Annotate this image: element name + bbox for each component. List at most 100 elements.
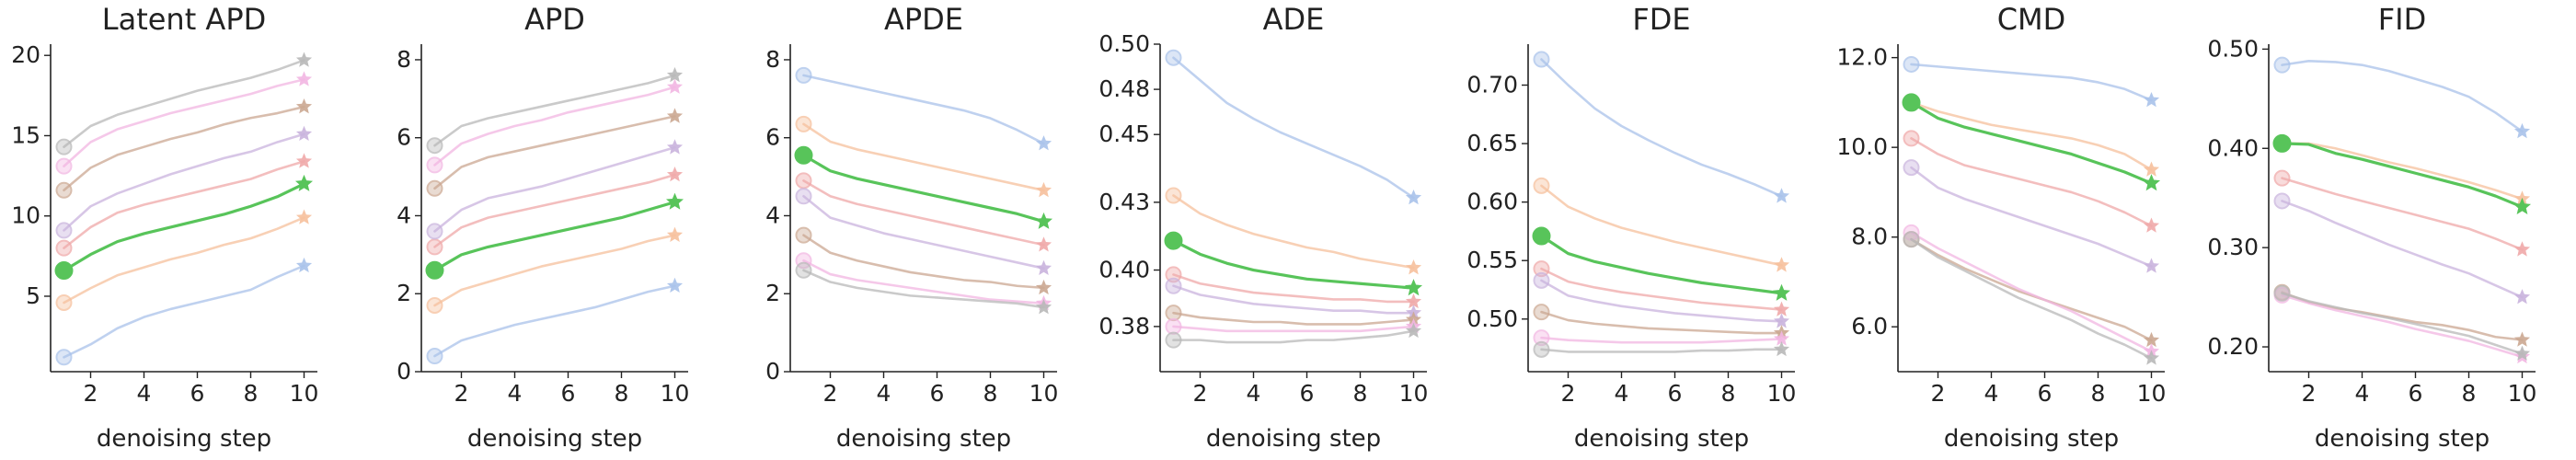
series-end-point-1 (666, 226, 684, 242)
y-tick-label: 0.20 (2207, 333, 2259, 360)
chart-title: ADE (1263, 2, 1325, 37)
series-start-point-4 (55, 222, 73, 239)
series-line-3 (1540, 267, 1783, 311)
series-end-point-1 (295, 209, 313, 224)
series-line-2 (1171, 239, 1416, 290)
series-end-point-2 (294, 174, 314, 191)
series-end-point-1 (1035, 181, 1052, 198)
series-start-point-3 (795, 172, 812, 190)
series-end-point-7 (1773, 340, 1790, 357)
y-tick-label: 0.38 (1098, 313, 1150, 339)
x-tick-label: 6 (2409, 380, 2423, 407)
series-end-point-7 (666, 66, 684, 83)
series-start-point-2 (2272, 133, 2292, 153)
series-line-4 (1172, 284, 1415, 315)
series-end-point-7 (1035, 299, 1052, 315)
y-tick-label: 0.43 (1098, 189, 1150, 215)
y-tick-label: 0.60 (1466, 189, 1518, 215)
series-end-point-7 (2143, 350, 2160, 365)
series-end-point-3 (2143, 217, 2160, 233)
series-line-3 (802, 179, 1045, 247)
series-end-point-5 (2143, 331, 2160, 348)
series-line-2 (1539, 234, 1784, 295)
series-line-7 (802, 269, 1045, 309)
series-end-point-0 (666, 277, 684, 293)
series-end-point-5 (666, 108, 684, 123)
series-line-3 (1172, 273, 1415, 304)
x-axis-label: denoising step (1574, 425, 1749, 453)
series-start-point-5 (1165, 305, 1182, 322)
series-start-point-6 (55, 157, 73, 175)
series-end-point-2 (2513, 197, 2532, 215)
series-line-0 (802, 74, 1045, 145)
x-tick-label: 6 (1668, 380, 1683, 407)
series-start-point-0 (1533, 51, 1550, 68)
series-end-point-3 (1405, 293, 1422, 309)
series-line-5 (802, 234, 1045, 290)
series-line-0 (1910, 63, 2153, 102)
series-end-point-0 (2143, 91, 2160, 108)
x-tick-label: 2 (454, 380, 469, 407)
series-end-point-4 (2143, 258, 2160, 273)
series-line-6 (1172, 325, 1415, 333)
y-tick-label: 6 (765, 124, 780, 151)
y-tick-label: 10 (11, 202, 40, 229)
y-tick-label: 4 (397, 201, 411, 228)
series-end-point-6 (1773, 330, 1790, 346)
series-end-point-2 (1772, 283, 1791, 301)
y-tick-label: 0.55 (1466, 247, 1518, 273)
x-tick-label: 8 (2462, 380, 2477, 407)
y-tick-label: 4 (765, 201, 780, 228)
series-end-point-2 (665, 192, 684, 210)
x-tick-label: 10 (290, 380, 319, 407)
y-tick-label: 6.0 (1851, 313, 1888, 339)
series-start-point-6 (1165, 317, 1182, 335)
series-end-point-4 (295, 125, 313, 142)
x-tick-label: 10 (1767, 380, 1797, 407)
series-end-point-3 (2513, 241, 2531, 257)
series-start-point-2 (54, 261, 74, 281)
series-line-7 (1172, 329, 1415, 344)
series-end-point-4 (1035, 259, 1052, 275)
y-tick-label: 0.48 (1098, 75, 1150, 102)
x-axis-label: denoising step (97, 425, 271, 453)
chart-panel-3: ADE 2 4 6 8 10 0.38 0.40 0.43 0.45 0.48 0.50 denoisi… (1098, 2, 1428, 453)
y-tick-label: 6 (397, 124, 411, 151)
series-start-point-2 (1902, 93, 1921, 112)
series-end-point-2 (1034, 212, 1053, 229)
series-start-point-0 (1165, 49, 1182, 66)
y-tick-label: 0 (397, 358, 411, 385)
x-tick-label: 4 (137, 380, 152, 407)
series-start-point-1 (426, 296, 443, 314)
series-start-point-0 (1903, 55, 1920, 73)
series-line-7 (1540, 348, 1783, 353)
x-tick-label: 6 (190, 380, 205, 407)
y-tick-label: 2 (765, 280, 780, 306)
series-start-point-6 (426, 156, 443, 174)
x-tick-label: 8 (1353, 380, 1368, 407)
chart-title: Latent APD (102, 2, 267, 37)
series-line-2 (801, 154, 1046, 224)
series-end-point-1 (2143, 161, 2160, 177)
y-tick-label: 12.0 (1836, 44, 1888, 71)
series-line-3 (433, 173, 676, 248)
series-start-point-4 (1533, 271, 1550, 289)
series-start-point-5 (55, 181, 73, 199)
chart-panel-5: CMD 2 4 6 8 10 6.0 8.0 10.0 12.0 denoising step (1836, 2, 2166, 453)
x-tick-label: 10 (1029, 380, 1059, 407)
series-end-point-6 (666, 78, 684, 94)
series-start-point-7 (1533, 340, 1550, 358)
x-tick-label: 4 (1615, 380, 1629, 407)
x-tick-label: 6 (930, 380, 945, 407)
series-line-4 (63, 132, 305, 232)
x-tick-label: 10 (1399, 380, 1429, 407)
x-tick-label: 10 (661, 380, 690, 407)
x-tick-label: 10 (2137, 380, 2167, 407)
series-line-1 (1172, 194, 1415, 270)
y-tick-label: 8 (765, 46, 780, 73)
y-tick-label: 20 (11, 41, 40, 68)
x-tick-label: 2 (2302, 380, 2317, 407)
series-start-point-7 (426, 137, 443, 155)
series-line-7 (433, 74, 676, 147)
chart-panel-1: APD 2 4 6 8 10 0 2 4 6 8 denoising step (397, 2, 689, 453)
